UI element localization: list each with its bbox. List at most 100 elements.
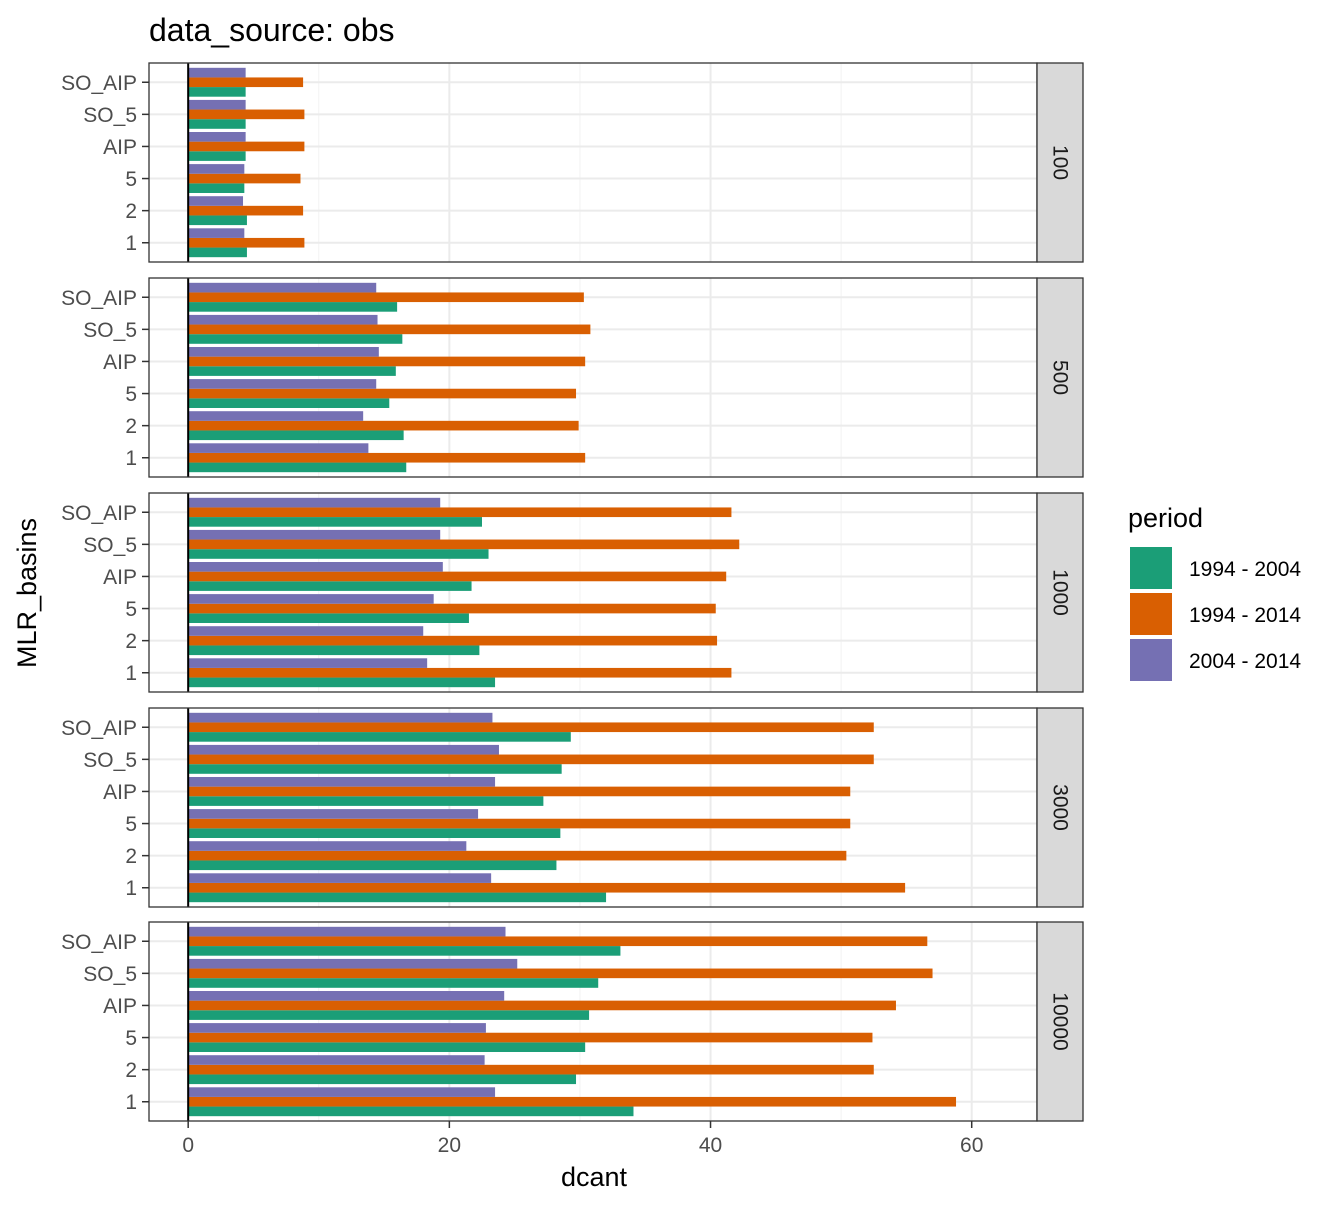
bar xyxy=(188,1032,873,1043)
bar xyxy=(188,462,407,473)
bar xyxy=(188,926,506,937)
bar xyxy=(188,978,599,988)
bar xyxy=(188,1106,634,1117)
y-tick-label: AIP xyxy=(103,566,137,589)
bar xyxy=(188,109,305,120)
bar xyxy=(188,77,304,88)
facet-panel: 1 2 5 AIP SO_5 SO_AIP 1000 xyxy=(61,492,1084,693)
bar xyxy=(188,571,727,582)
bar xyxy=(188,732,571,742)
y-tick-label: AIP xyxy=(103,995,137,1018)
bar xyxy=(188,398,390,408)
bar xyxy=(188,282,377,293)
bar xyxy=(188,850,847,861)
bar xyxy=(188,786,851,797)
y-tick-label: 2 xyxy=(125,415,137,438)
bar xyxy=(188,667,732,678)
y-tick-label: AIP xyxy=(103,351,137,374)
bar xyxy=(188,626,424,636)
bar xyxy=(188,968,933,979)
x-axis-title: dcant xyxy=(561,1162,628,1192)
x-tick-label: 60 xyxy=(960,1134,983,1157)
bar xyxy=(188,645,480,656)
facet-strip-label: 3000 xyxy=(1049,784,1072,831)
bar xyxy=(188,828,561,838)
facet-strip-label: 100 xyxy=(1049,145,1072,180)
y-tick-label: SO_AIP xyxy=(61,502,137,525)
bar xyxy=(188,420,579,431)
bar xyxy=(188,67,246,78)
y-tick-label: 1 xyxy=(125,447,137,470)
bar xyxy=(188,183,245,193)
bar xyxy=(188,356,586,367)
bar xyxy=(188,517,483,527)
bar xyxy=(188,635,718,646)
y-tick-label: 5 xyxy=(125,1027,137,1050)
bar xyxy=(188,1042,586,1052)
bar xyxy=(188,388,577,399)
facet-panel: 1 2 5 AIP SO_5 SO_AIP 500 xyxy=(61,277,1084,478)
y-tick-label: SO_5 xyxy=(83,749,137,772)
bar xyxy=(188,744,499,755)
bar xyxy=(188,754,874,765)
bar xyxy=(188,860,557,871)
bar xyxy=(188,581,472,591)
bar xyxy=(188,379,377,389)
bar xyxy=(188,796,544,806)
bar xyxy=(188,215,247,226)
facet-panels: 1 2 5 AIP SO_5 SO_AIP 100 1 2 5 AIP SO_5 SO_AIP 500 1 2… xyxy=(61,62,1084,1122)
y-tick-label: 5 xyxy=(125,168,137,191)
facet-strip xyxy=(1036,921,1084,1122)
bar xyxy=(188,507,732,518)
bar xyxy=(188,658,428,668)
bar xyxy=(188,777,496,787)
bar xyxy=(188,1000,896,1011)
bar xyxy=(188,132,246,142)
y-tick-label: 5 xyxy=(125,598,137,621)
bar xyxy=(188,539,740,550)
y-axis-title: MLR_basins xyxy=(12,518,42,668)
legend-swatch xyxy=(1130,593,1172,635)
bar xyxy=(188,1087,496,1097)
chart-title: data_source: obs xyxy=(149,12,395,48)
bar xyxy=(188,173,301,184)
bar xyxy=(188,594,434,604)
bar xyxy=(188,151,246,161)
bar xyxy=(188,119,246,129)
bar xyxy=(188,1064,874,1075)
x-axis: 0 20 40 60 xyxy=(182,1121,983,1157)
facet-strip xyxy=(1036,492,1084,693)
bar xyxy=(188,302,398,312)
bar xyxy=(188,562,443,572)
bar xyxy=(188,314,378,325)
bar xyxy=(188,347,379,357)
facet-panel: 1 2 5 AIP SO_5 SO_AIP 10000 xyxy=(61,921,1084,1122)
y-tick-label: SO_5 xyxy=(83,534,137,557)
legend-swatch xyxy=(1130,639,1172,681)
y-tick-label: 1 xyxy=(125,662,137,685)
bar xyxy=(188,452,586,463)
bar xyxy=(188,1055,485,1065)
y-tick-label: 5 xyxy=(125,383,137,406)
bar xyxy=(188,1010,590,1020)
y-tick-label: 2 xyxy=(125,1059,137,1082)
facet-strip-label: 10000 xyxy=(1049,992,1072,1050)
legend-title: period xyxy=(1128,503,1203,533)
bar xyxy=(188,237,305,248)
facet-strip-label: 500 xyxy=(1049,360,1072,395)
bar xyxy=(188,1096,957,1107)
bar xyxy=(188,549,489,559)
y-tick-label: 1 xyxy=(125,1091,137,1114)
bar xyxy=(188,841,467,851)
facet-panel: 1 2 5 AIP SO_5 SO_AIP 100 xyxy=(61,62,1084,263)
y-tick-label: SO_AIP xyxy=(61,72,137,95)
bar xyxy=(188,613,469,623)
bar xyxy=(188,764,562,774)
bar xyxy=(188,292,584,303)
bar xyxy=(188,991,505,1001)
bar xyxy=(188,892,607,903)
bar xyxy=(188,1074,577,1085)
bar xyxy=(188,529,441,540)
bar xyxy=(188,712,493,723)
